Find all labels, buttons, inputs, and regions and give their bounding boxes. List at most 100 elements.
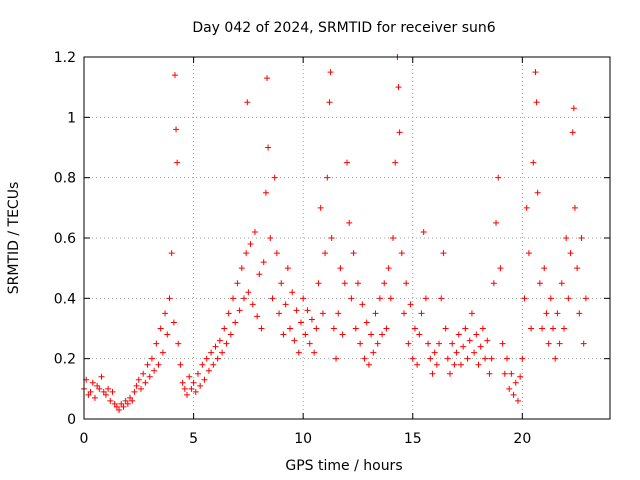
data-point	[370, 349, 377, 356]
data-point	[383, 325, 390, 332]
data-point	[339, 331, 346, 338]
y-tick-label: 0.4	[54, 291, 76, 307]
data-point	[192, 388, 199, 395]
data-point	[376, 295, 383, 302]
data-point	[186, 373, 193, 380]
data-point	[205, 367, 212, 374]
data-point	[297, 319, 304, 326]
y-tick-label: 1.2	[54, 50, 76, 66]
data-point	[365, 361, 372, 368]
data-point	[289, 289, 296, 296]
data-series-srmtid	[81, 54, 589, 413]
data-point	[203, 355, 210, 362]
data-point	[327, 69, 334, 76]
data-point	[400, 310, 407, 317]
data-point	[190, 379, 197, 386]
data-point	[486, 370, 493, 377]
data-point	[221, 325, 228, 332]
data-point	[164, 331, 171, 338]
data-point	[578, 235, 585, 241]
data-point	[291, 337, 298, 344]
y-tick-label: 0.8	[54, 171, 76, 187]
data-point	[484, 337, 491, 344]
data-point	[174, 159, 181, 166]
data-point	[344, 159, 350, 166]
plot-frame	[83, 56, 611, 420]
data-point	[552, 355, 559, 362]
data-point	[194, 370, 201, 377]
data-point	[560, 325, 567, 332]
data-point	[148, 355, 155, 362]
data-point	[387, 295, 394, 302]
data-point	[293, 307, 300, 314]
y-tick-label: 1	[67, 110, 76, 126]
data-point	[532, 69, 539, 76]
data-point	[188, 385, 195, 392]
data-point	[313, 325, 320, 332]
data-point	[276, 310, 283, 317]
data-point	[539, 325, 546, 332]
data-point	[521, 295, 528, 302]
data-point	[153, 340, 160, 347]
data-point	[328, 235, 335, 241]
data-point	[525, 250, 532, 257]
data-point	[471, 349, 478, 356]
data-point	[159, 349, 166, 356]
data-point	[284, 265, 291, 272]
data-point	[576, 310, 583, 317]
data-point	[547, 295, 554, 302]
data-point	[580, 340, 587, 347]
data-point	[436, 340, 443, 347]
data-point	[319, 310, 326, 317]
data-point	[569, 129, 576, 136]
data-point	[398, 250, 405, 257]
data-point	[554, 310, 561, 317]
data-point	[244, 99, 251, 106]
data-point	[98, 373, 105, 380]
data-point	[462, 325, 469, 332]
data-point	[352, 325, 359, 332]
data-point	[405, 340, 412, 347]
data-point	[534, 189, 541, 196]
data-point	[479, 325, 486, 332]
data-point	[341, 280, 348, 287]
data-point	[357, 340, 364, 347]
data-point	[146, 373, 153, 380]
x-tick-label: 10	[294, 431, 312, 447]
data-point	[411, 325, 418, 332]
data-point	[563, 235, 570, 241]
data-point	[571, 204, 578, 211]
data-point	[455, 331, 462, 338]
data-point	[267, 235, 274, 241]
data-point	[536, 280, 543, 287]
data-point	[447, 370, 454, 377]
y-tick-label: 0	[67, 412, 76, 428]
data-point	[157, 325, 164, 332]
data-point	[533, 99, 540, 106]
data-point	[175, 340, 182, 347]
data-point	[287, 325, 294, 332]
data-point	[438, 295, 445, 302]
data-point	[565, 295, 572, 302]
axis-ticks	[83, 56, 610, 420]
data-point	[499, 340, 506, 347]
data-point	[280, 331, 287, 338]
data-point	[381, 280, 388, 287]
data-point	[135, 376, 142, 383]
data-point	[256, 271, 263, 278]
data-point	[304, 307, 311, 314]
data-point	[212, 343, 219, 350]
data-point	[420, 228, 427, 235]
data-point	[238, 265, 245, 272]
data-point	[295, 349, 302, 356]
data-point	[457, 361, 464, 368]
data-point	[523, 204, 530, 211]
x-axis-label: GPS time / hours	[285, 458, 402, 474]
data-point	[100, 388, 107, 395]
data-point	[240, 295, 247, 302]
data-point	[170, 319, 177, 326]
data-point	[181, 385, 188, 392]
data-point	[503, 355, 510, 362]
data-point	[208, 349, 215, 356]
data-point	[201, 376, 208, 383]
